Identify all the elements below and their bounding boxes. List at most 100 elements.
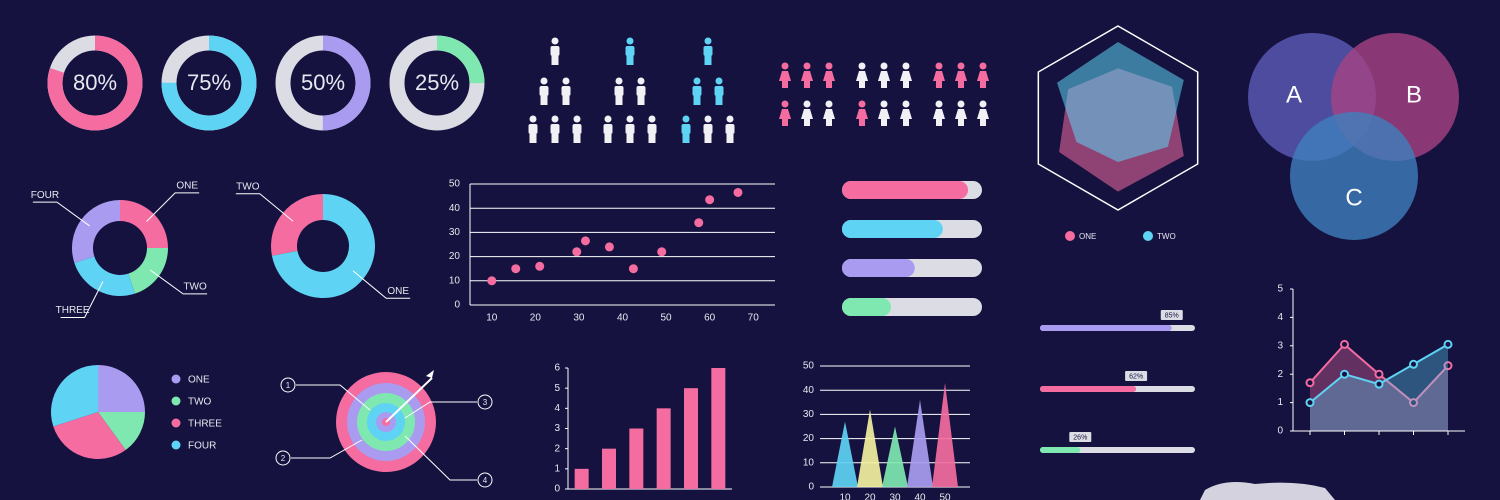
donut-label: TWO <box>183 281 207 292</box>
radar-area <box>1057 42 1184 162</box>
pie-slice <box>50 365 98 427</box>
y-tick-label: 6 <box>554 363 560 374</box>
woman-body <box>801 109 813 119</box>
woman-head <box>935 100 943 108</box>
callout-line <box>404 435 477 481</box>
callout-circle <box>477 394 493 410</box>
y-tick-label: 1 <box>554 463 560 474</box>
person-body <box>703 124 713 134</box>
peak <box>857 409 883 487</box>
x-tick-label: 20 <box>530 313 542 324</box>
point <box>733 187 743 197</box>
y-tick-label: 0 <box>1277 426 1283 437</box>
person-head <box>704 37 712 45</box>
person-body <box>625 46 635 56</box>
person-head <box>693 77 701 85</box>
person-head <box>604 115 612 123</box>
person-body <box>636 86 646 96</box>
y-tick-label: 5 <box>554 383 560 394</box>
legend-label: TWO <box>1157 232 1176 241</box>
woman-body <box>900 109 912 119</box>
y-tick-label: 1 <box>1277 397 1283 408</box>
ring-arc <box>161 35 257 131</box>
woman-legs <box>958 119 964 126</box>
peak <box>907 399 933 487</box>
person-legs <box>615 96 623 105</box>
leader-line <box>352 270 411 299</box>
woman-legs <box>958 81 964 88</box>
woman-legs <box>782 81 788 88</box>
woman-legs <box>859 119 865 126</box>
point <box>1409 398 1418 408</box>
point <box>1443 361 1453 371</box>
woman-legs <box>881 81 887 88</box>
donut-slice <box>128 248 168 294</box>
bar <box>574 468 589 489</box>
x-tick-label: 40 <box>914 493 926 500</box>
person-legs <box>682 134 690 143</box>
woman-body <box>823 71 835 81</box>
person-head <box>715 77 723 85</box>
value-label: 62% <box>1129 373 1143 380</box>
woman-body <box>801 71 813 81</box>
x-tick-label: 70 <box>748 313 760 324</box>
woman-body <box>933 71 945 81</box>
callout-number: 1 <box>286 381 291 390</box>
y-tick-label: 3 <box>554 423 560 434</box>
callout-line <box>291 439 363 459</box>
x-tick-label: 20 <box>864 493 876 500</box>
person-body <box>550 46 560 56</box>
y-tick-label: 50 <box>449 179 461 190</box>
y-tick-label: 0 <box>808 482 814 493</box>
point <box>1340 339 1349 349</box>
y-tick-label: 40 <box>449 203 461 214</box>
woman-legs <box>936 81 942 88</box>
pie-slice <box>53 412 126 459</box>
person-body <box>528 124 538 134</box>
woman-head <box>880 62 888 70</box>
ring-label: 75% <box>187 70 231 95</box>
peak <box>882 426 908 487</box>
person-head <box>551 115 559 123</box>
point <box>694 218 704 228</box>
legend-swatch <box>171 396 181 406</box>
woman-legs <box>936 119 942 126</box>
woman-legs <box>980 119 986 126</box>
point <box>511 264 521 274</box>
legend-swatch <box>1143 231 1153 241</box>
person-legs <box>604 134 612 143</box>
y-tick-label: 20 <box>803 433 815 444</box>
legend-label: FOUR <box>188 441 216 452</box>
woman-head <box>979 62 987 70</box>
radar-frame <box>1037 25 1199 211</box>
person-legs <box>704 56 712 65</box>
point <box>1340 369 1349 379</box>
person-head <box>626 37 634 45</box>
person-body <box>681 124 691 134</box>
venn-label: B <box>1406 81 1422 108</box>
legend-swatch <box>171 374 181 384</box>
x-tick-label: 10 <box>839 493 851 500</box>
bar <box>629 428 644 489</box>
callout-circle <box>477 472 493 488</box>
y-tick-label: 4 <box>1277 312 1283 323</box>
person-body <box>725 124 735 134</box>
donut-slice <box>271 194 323 256</box>
legend-label: ONE <box>1079 232 1096 241</box>
leader-line <box>60 281 104 318</box>
y-tick-label: 40 <box>803 385 815 396</box>
person-head <box>648 115 656 123</box>
callout-circle <box>275 450 291 466</box>
donut-label: ONE <box>176 180 198 191</box>
leader-line <box>150 269 208 295</box>
woman-head <box>880 100 888 108</box>
y-tick-label: 4 <box>554 403 560 414</box>
venn-label: C <box>1345 184 1362 211</box>
donut-slice <box>72 200 120 263</box>
person-legs <box>704 134 712 143</box>
woman-head <box>781 62 789 70</box>
ring-arc <box>389 35 485 131</box>
woman-head <box>803 100 811 108</box>
